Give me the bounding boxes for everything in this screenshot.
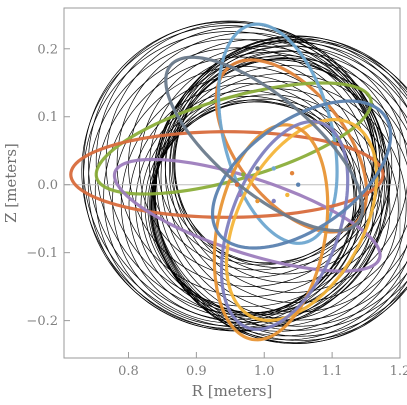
black-flux-surface	[149, 52, 374, 271]
x-tick-label: 0.8	[118, 364, 139, 379]
black-flux-surface	[87, 38, 380, 331]
axis-dot-7	[271, 198, 276, 204]
y-ticks: −0.2 −0.1 0.0 0.1 0.2	[26, 42, 70, 329]
y-tick-label: −0.2	[26, 314, 58, 329]
axis-dot-2	[271, 166, 276, 171]
x-axis-label: R [meters]	[192, 382, 273, 400]
axis-dot-3	[234, 182, 240, 187]
colored-field-lines	[69, 22, 393, 342]
black-flux-surface	[83, 21, 391, 329]
black-flux-surface	[172, 45, 407, 293]
black-flux-surface	[152, 39, 407, 337]
colored-series-5	[224, 118, 379, 323]
axis-dot-9	[255, 166, 260, 171]
axis-dot-8	[295, 182, 301, 187]
y-axis-label: Z [meters]	[2, 143, 20, 223]
axis-dot-0	[289, 170, 295, 176]
x-tick-label: 1.1	[322, 364, 343, 379]
plot-frame	[63, 7, 401, 359]
black-flux-surface	[128, 83, 355, 318]
black-flux-surface	[154, 57, 407, 343]
black-flux-surface	[112, 65, 362, 324]
colored-series-3	[69, 130, 385, 219]
axis-dot-4	[237, 192, 243, 198]
black-flux-surface	[157, 56, 375, 266]
axis-dots	[234, 166, 301, 204]
y-tick-label: 0.0	[37, 178, 58, 193]
black-flux-surface	[153, 41, 407, 341]
colored-series-6	[212, 123, 330, 342]
colored-series-4	[112, 157, 382, 273]
y-tick-label: 0.1	[37, 110, 58, 125]
colored-series-2	[216, 22, 339, 245]
x-tick-label: 0.9	[186, 364, 207, 379]
axis-dot-1	[241, 172, 246, 177]
black-flux-surface	[152, 81, 407, 332]
black-flux-surface	[154, 45, 407, 344]
colored-series-8	[210, 99, 393, 250]
black-flux-surface	[153, 73, 407, 337]
black-flux-surface	[128, 39, 377, 287]
black-flux-surface	[154, 65, 407, 341]
x-ticks: 0.8 0.9 1.0 1.1 1.2	[118, 352, 407, 379]
black-flux-surface	[160, 35, 407, 321]
x-tick-label: 1.0	[254, 364, 275, 379]
colored-series-9	[164, 55, 365, 233]
x-tick-label: 1.2	[390, 364, 407, 379]
black-flux-surface	[156, 36, 407, 327]
y-tick-label: 0.2	[37, 42, 58, 57]
axis-dot-6	[255, 198, 260, 204]
axis-dot-5	[285, 192, 290, 198]
colored-series-7	[219, 120, 350, 331]
colored-series-1	[94, 81, 373, 196]
y-tick-label: −0.1	[26, 246, 58, 261]
